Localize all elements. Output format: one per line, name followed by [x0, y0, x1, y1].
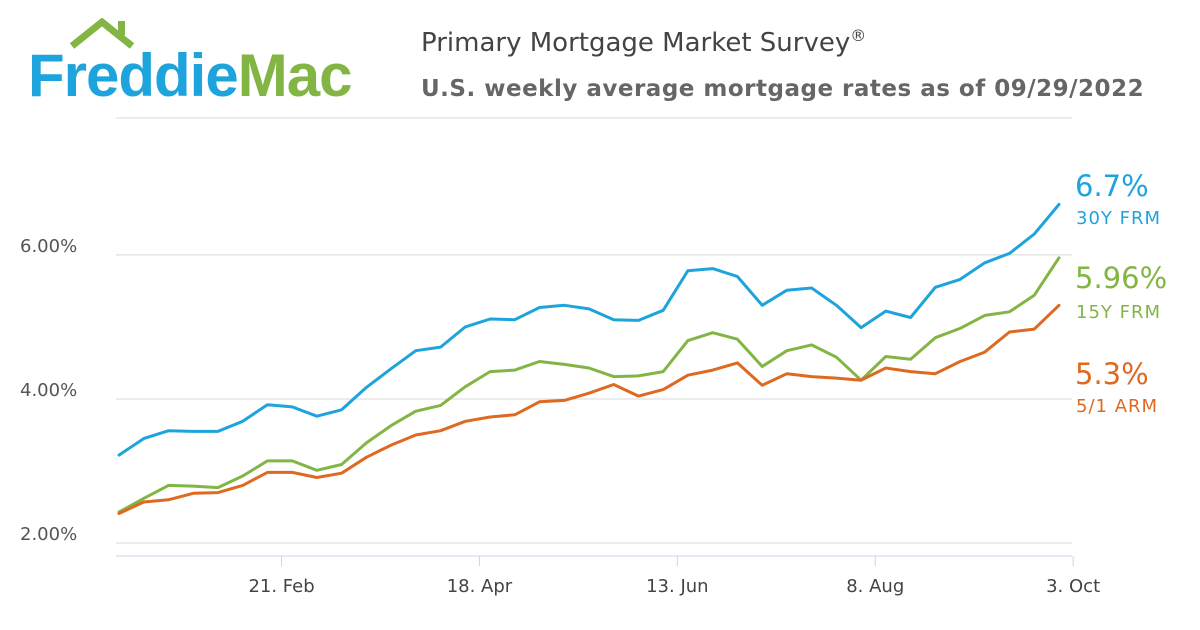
- logo-text-freddie: Freddie: [28, 42, 238, 108]
- x-tick-label: 21. Feb: [248, 576, 314, 597]
- x-tick-label: 8. Aug: [846, 576, 904, 597]
- end-series-label: 5/1 ARM: [1076, 396, 1158, 417]
- logo-text-mac: Mac: [238, 42, 352, 108]
- series-line-5-1-arm: [117, 303, 1061, 515]
- series-line-15y-frm: [117, 256, 1061, 514]
- chart-title: Primary Mortgage Market Survey®: [421, 26, 867, 58]
- chart-subtitle: U.S. weekly average mortgage rates as of…: [421, 76, 1145, 102]
- y-tick-label: 2.00%: [20, 524, 77, 545]
- end-value-label: 5.3%: [1075, 357, 1149, 391]
- end-series-label: 30Y FRM: [1076, 208, 1161, 229]
- x-tick-label: 13. Jun: [646, 576, 708, 597]
- registered-mark: ®: [850, 26, 867, 45]
- end-value-label: 5.96%: [1075, 261, 1167, 295]
- series-line-30y-frm: [117, 202, 1061, 457]
- freddie-mac-logo: FreddieMac: [28, 18, 388, 108]
- series-layer: [117, 202, 1061, 515]
- y-tick-label: 4.00%: [20, 380, 77, 401]
- grid-layer: [116, 117, 1072, 544]
- end-label-layer: 6.7% 30Y FRM 5.96% 15Y FRM 5.3% 5/1 ARM: [1075, 169, 1167, 417]
- house-roof-icon: FreddieMac: [28, 18, 352, 108]
- axis-layer: 2.00% 4.00% 6.00% 21. Feb 18. Apr 13. Jun 8. A…: [20, 236, 1100, 597]
- x-tick-label: 18. Apr: [447, 576, 513, 597]
- end-value-label: 6.7%: [1075, 169, 1149, 203]
- y-tick-label: 6.00%: [20, 236, 77, 257]
- x-tick-label: 3. Oct: [1046, 576, 1100, 597]
- end-series-label: 15Y FRM: [1076, 302, 1161, 323]
- svg-text:FreddieMac: FreddieMac: [28, 42, 351, 108]
